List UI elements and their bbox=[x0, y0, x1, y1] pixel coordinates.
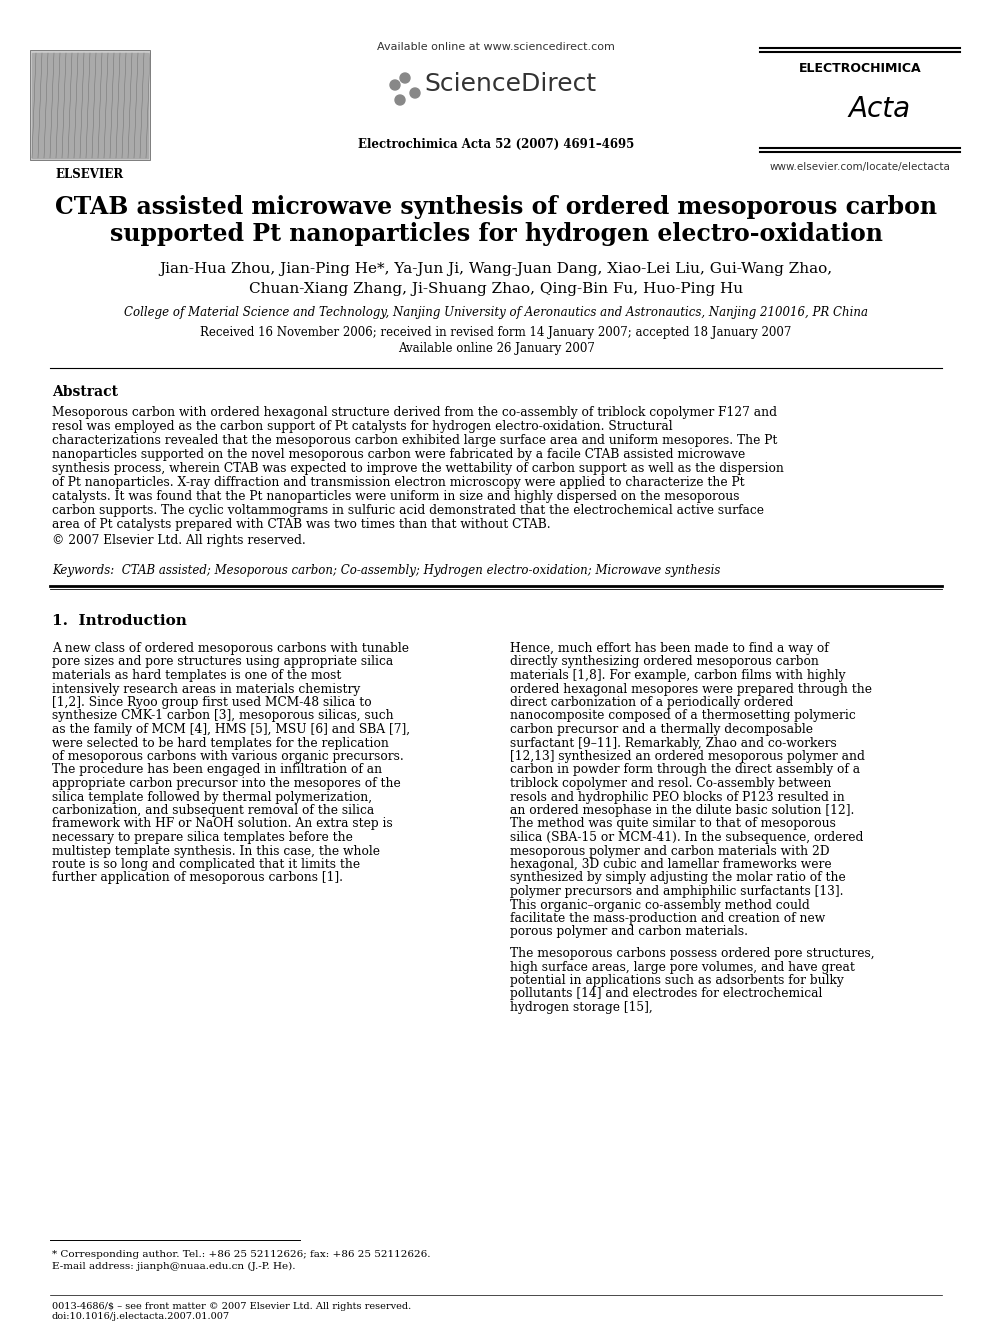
Text: an ordered mesophase in the dilute basic solution [12].: an ordered mesophase in the dilute basic… bbox=[510, 804, 854, 818]
Text: Available online 26 January 2007: Available online 26 January 2007 bbox=[398, 343, 594, 355]
Text: resol was employed as the carbon support of Pt catalysts for hydrogen electro-ox: resol was employed as the carbon support… bbox=[52, 419, 673, 433]
Text: polymer precursors and amphiphilic surfactants [13].: polymer precursors and amphiphilic surfa… bbox=[510, 885, 843, 898]
Circle shape bbox=[410, 89, 420, 98]
Text: direct carbonization of a periodically ordered: direct carbonization of a periodically o… bbox=[510, 696, 794, 709]
Text: triblock copolymer and resol. Co-assembly between: triblock copolymer and resol. Co-assembl… bbox=[510, 777, 831, 790]
Text: resols and hydrophilic PEO blocks of P123 resulted in: resols and hydrophilic PEO blocks of P12… bbox=[510, 791, 845, 803]
Text: multistep template synthesis. In this case, the whole: multistep template synthesis. In this ca… bbox=[52, 844, 380, 857]
Text: The mesoporous carbons possess ordered pore structures,: The mesoporous carbons possess ordered p… bbox=[510, 947, 875, 960]
Text: of Pt nanoparticles. X-ray diffraction and transmission electron microscopy were: of Pt nanoparticles. X-ray diffraction a… bbox=[52, 476, 745, 490]
Text: carbon in powder form through the direct assembly of a: carbon in powder form through the direct… bbox=[510, 763, 860, 777]
Text: surfactant [9–11]. Remarkably, Zhao and co-workers: surfactant [9–11]. Remarkably, Zhao and … bbox=[510, 737, 836, 750]
FancyBboxPatch shape bbox=[30, 50, 150, 160]
Text: A new class of ordered mesoporous carbons with tunable: A new class of ordered mesoporous carbon… bbox=[52, 642, 409, 655]
Text: appropriate carbon precursor into the mesopores of the: appropriate carbon precursor into the me… bbox=[52, 777, 401, 790]
Text: silica (SBA-15 or MCM-41). In the subsequence, ordered: silica (SBA-15 or MCM-41). In the subseq… bbox=[510, 831, 863, 844]
Text: pollutants [14] and electrodes for electrochemical: pollutants [14] and electrodes for elect… bbox=[510, 987, 822, 1000]
Text: ScienceDirect: ScienceDirect bbox=[424, 71, 596, 97]
Text: Hence, much effort has been made to find a way of: Hence, much effort has been made to find… bbox=[510, 642, 828, 655]
Text: hydrogen storage [15],: hydrogen storage [15], bbox=[510, 1002, 653, 1013]
Text: nanoparticles supported on the novel mesoporous carbon were fabricated by a faci: nanoparticles supported on the novel mes… bbox=[52, 448, 745, 460]
Text: Abstract: Abstract bbox=[52, 385, 118, 400]
Text: were selected to be hard templates for the replication: were selected to be hard templates for t… bbox=[52, 737, 389, 750]
Text: E-mail address: jianph@nuaa.edu.cn (J.-P. He).: E-mail address: jianph@nuaa.edu.cn (J.-P… bbox=[52, 1262, 296, 1271]
Text: nanocomposite composed of a thermosetting polymeric: nanocomposite composed of a thermosettin… bbox=[510, 709, 856, 722]
Text: carbonization, and subsequent removal of the silica: carbonization, and subsequent removal of… bbox=[52, 804, 374, 818]
Text: pore sizes and pore structures using appropriate silica: pore sizes and pore structures using app… bbox=[52, 655, 393, 668]
Text: [12,13] synthesized an ordered mesoporous polymer and: [12,13] synthesized an ordered mesoporou… bbox=[510, 750, 865, 763]
Text: as the family of MCM [4], HMS [5], MSU [6] and SBA [7],: as the family of MCM [4], HMS [5], MSU [… bbox=[52, 722, 410, 736]
Text: potential in applications such as adsorbents for bulky: potential in applications such as adsorb… bbox=[510, 974, 844, 987]
Text: This organic–organic co-assembly method could: This organic–organic co-assembly method … bbox=[510, 898, 809, 912]
Text: Available online at www.sciencedirect.com: Available online at www.sciencedirect.co… bbox=[377, 42, 615, 52]
Text: characterizations revealed that the mesoporous carbon exhibited large surface ar: characterizations revealed that the meso… bbox=[52, 434, 778, 447]
Text: catalysts. It was found that the Pt nanoparticles were uniform in size and highl: catalysts. It was found that the Pt nano… bbox=[52, 490, 739, 503]
Text: further application of mesoporous carbons [1].: further application of mesoporous carbon… bbox=[52, 872, 343, 885]
Text: Acta: Acta bbox=[849, 95, 911, 123]
Text: Mesoporous carbon with ordered hexagonal structure derived from the co-assembly : Mesoporous carbon with ordered hexagonal… bbox=[52, 406, 777, 419]
Text: carbon supports. The cyclic voltammograms in sulfuric acid demonstrated that the: carbon supports. The cyclic voltammogram… bbox=[52, 504, 764, 517]
Text: supported Pt nanoparticles for hydrogen electro-oxidation: supported Pt nanoparticles for hydrogen … bbox=[109, 222, 883, 246]
Text: 1.  Introduction: 1. Introduction bbox=[52, 614, 186, 628]
Text: The method was quite similar to that of mesoporous: The method was quite similar to that of … bbox=[510, 818, 836, 831]
Text: silica template followed by thermal polymerization,: silica template followed by thermal poly… bbox=[52, 791, 372, 803]
Text: of mesoporous carbons with various organic precursors.: of mesoporous carbons with various organ… bbox=[52, 750, 404, 763]
Text: area of Pt catalysts prepared with CTAB was two times than that without CTAB.: area of Pt catalysts prepared with CTAB … bbox=[52, 519, 551, 531]
Text: www.elsevier.com/locate/electacta: www.elsevier.com/locate/electacta bbox=[770, 161, 950, 172]
Text: doi:10.1016/j.electacta.2007.01.007: doi:10.1016/j.electacta.2007.01.007 bbox=[52, 1312, 230, 1320]
Text: carbon precursor and a thermally decomposable: carbon precursor and a thermally decompo… bbox=[510, 722, 813, 736]
Circle shape bbox=[400, 73, 410, 83]
Text: Received 16 November 2006; received in revised form 14 January 2007; accepted 18: Received 16 November 2006; received in r… bbox=[200, 325, 792, 339]
Text: [1,2]. Since Ryoo group first used MCM-48 silica to: [1,2]. Since Ryoo group first used MCM-4… bbox=[52, 696, 372, 709]
Text: ELSEVIER: ELSEVIER bbox=[56, 168, 124, 181]
Text: synthesis process, wherein CTAB was expected to improve the wettability of carbo: synthesis process, wherein CTAB was expe… bbox=[52, 462, 784, 475]
Text: The procedure has been engaged in infiltration of an: The procedure has been engaged in infilt… bbox=[52, 763, 382, 777]
Circle shape bbox=[390, 79, 400, 90]
Text: directly synthesizing ordered mesoporous carbon: directly synthesizing ordered mesoporous… bbox=[510, 655, 818, 668]
Circle shape bbox=[395, 95, 405, 105]
Text: high surface areas, large pore volumes, and have great: high surface areas, large pore volumes, … bbox=[510, 960, 855, 974]
Text: materials as hard templates is one of the most: materials as hard templates is one of th… bbox=[52, 669, 341, 681]
Text: materials [1,8]. For example, carbon films with highly: materials [1,8]. For example, carbon fil… bbox=[510, 669, 845, 681]
Text: © 2007 Elsevier Ltd. All rights reserved.: © 2007 Elsevier Ltd. All rights reserved… bbox=[52, 534, 306, 546]
Text: CTAB assisted microwave synthesis of ordered mesoporous carbon: CTAB assisted microwave synthesis of ord… bbox=[55, 194, 937, 220]
Text: porous polymer and carbon materials.: porous polymer and carbon materials. bbox=[510, 926, 748, 938]
Text: framework with HF or NaOH solution. An extra step is: framework with HF or NaOH solution. An e… bbox=[52, 818, 393, 831]
Text: facilitate the mass-production and creation of new: facilitate the mass-production and creat… bbox=[510, 912, 825, 925]
Text: synthesized by simply adjusting the molar ratio of the: synthesized by simply adjusting the mola… bbox=[510, 872, 846, 885]
Text: Chuan-Xiang Zhang, Ji-Shuang Zhao, Qing-Bin Fu, Huo-Ping Hu: Chuan-Xiang Zhang, Ji-Shuang Zhao, Qing-… bbox=[249, 282, 743, 296]
Text: mesoporous polymer and carbon materials with 2D: mesoporous polymer and carbon materials … bbox=[510, 844, 829, 857]
Text: 0013-4686/$ – see front matter © 2007 Elsevier Ltd. All rights reserved.: 0013-4686/$ – see front matter © 2007 El… bbox=[52, 1302, 412, 1311]
Text: necessary to prepare silica templates before the: necessary to prepare silica templates be… bbox=[52, 831, 353, 844]
Bar bbox=[32, 53, 148, 157]
Text: * Corresponding author. Tel.: +86 25 52112626; fax: +86 25 52112626.: * Corresponding author. Tel.: +86 25 521… bbox=[52, 1250, 431, 1259]
Text: intensively research areas in materials chemistry: intensively research areas in materials … bbox=[52, 683, 360, 696]
Text: College of Material Science and Technology, Nanjing University of Aeronautics an: College of Material Science and Technolo… bbox=[124, 306, 868, 319]
Text: Keywords:  CTAB assisted; Mesoporous carbon; Co-assembly; Hydrogen electro-oxida: Keywords: CTAB assisted; Mesoporous carb… bbox=[52, 564, 720, 577]
Text: Jian-Hua Zhou, Jian-Ping He*, Ya-Jun Ji, Wang-Juan Dang, Xiao-Lei Liu, Gui-Wang : Jian-Hua Zhou, Jian-Ping He*, Ya-Jun Ji,… bbox=[160, 262, 832, 277]
Text: hexagonal, 3D cubic and lamellar frameworks were: hexagonal, 3D cubic and lamellar framewo… bbox=[510, 859, 831, 871]
Text: route is so long and complicated that it limits the: route is so long and complicated that it… bbox=[52, 859, 360, 871]
Text: ELECTROCHIMICA: ELECTROCHIMICA bbox=[799, 62, 922, 75]
Text: ordered hexagonal mesopores were prepared through the: ordered hexagonal mesopores were prepare… bbox=[510, 683, 872, 696]
Text: synthesize CMK-1 carbon [3], mesoporous silicas, such: synthesize CMK-1 carbon [3], mesoporous … bbox=[52, 709, 394, 722]
Text: Electrochimica Acta 52 (2007) 4691–4695: Electrochimica Acta 52 (2007) 4691–4695 bbox=[358, 138, 634, 151]
